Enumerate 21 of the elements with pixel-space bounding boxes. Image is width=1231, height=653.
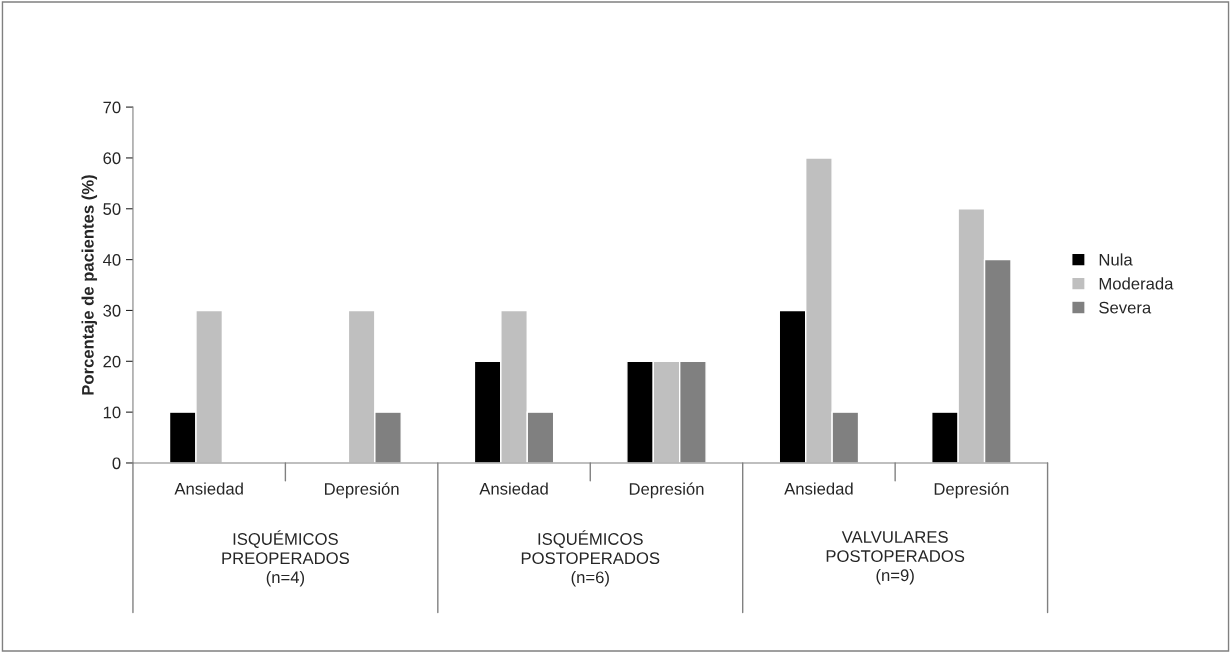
x-tick-label: Ansiedad — [174, 482, 243, 495]
y-tick-label: 30 — [103, 304, 121, 317]
y-tick-label: 0 — [112, 457, 121, 470]
legend-label: Moderada — [1099, 277, 1174, 290]
y-tick-label: 10 — [103, 406, 121, 419]
x-tick-label: Depresión — [934, 482, 1009, 499]
text: ISQUÉMICOS PREOPERADOS (n=4) — [222, 530, 349, 587]
y-tick-label: 40 — [102, 254, 121, 266]
y-tick-label: 60 — [103, 152, 121, 165]
y-axis-title: Porcentaje de pacientes (%) — [81, 175, 98, 395]
text: VALVULARES POSTOPERADOS (n=9) — [826, 531, 965, 585]
y-tick-label: 50 — [103, 203, 121, 215]
y-tick-label: 70 — [103, 101, 121, 114]
x-tick-label: Depresión — [629, 482, 704, 499]
y-tick-label: 20 — [103, 355, 121, 368]
x-tick-label: Ansiedad — [784, 482, 853, 495]
legend-label: Severa — [1099, 301, 1152, 314]
x-tick-label: Depresión — [324, 482, 399, 499]
text: ISQUÉMICOS POSTOPERADOS (n=6) — [521, 530, 660, 587]
legend-label: Nula — [1099, 253, 1133, 266]
x-tick-label: Ansiedad — [479, 482, 548, 495]
